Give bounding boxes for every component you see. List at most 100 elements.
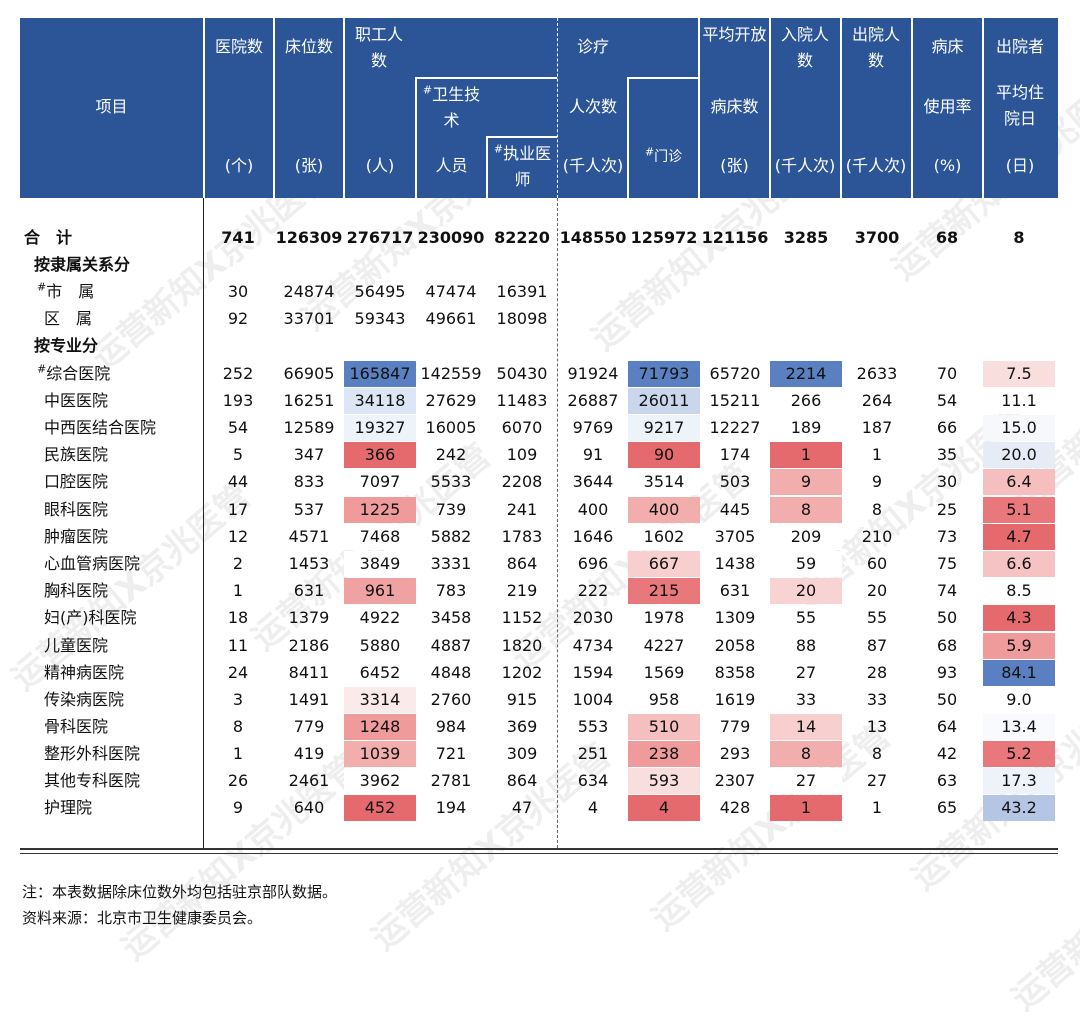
table-cell: 92 — [227, 309, 249, 328]
table-cell: 125972 — [630, 228, 698, 247]
row-label-text: 中西医结合医院 — [44, 418, 157, 437]
table-cell: 20 — [770, 578, 842, 604]
table-cell: 293 — [719, 744, 751, 763]
table-cell: 230090 — [417, 228, 485, 247]
table-cell: 8 — [770, 497, 842, 523]
table-cell: 5.1 — [983, 497, 1055, 523]
table-cell: 189 — [770, 415, 842, 441]
table-cell: 8.5 — [983, 578, 1055, 604]
table-cell: 47 — [511, 798, 533, 817]
header-hline — [415, 77, 557, 79]
watermark-text: 运营新知X京兆医管 — [1004, 796, 1080, 1019]
table-cell: 13 — [866, 717, 888, 736]
table-cell: 13.4 — [983, 714, 1055, 740]
row-label-text: 中医医院 — [44, 391, 109, 410]
table-cell: 88 — [770, 633, 842, 659]
section-label: 按隶属关系分 — [34, 252, 130, 278]
header-item: 项目 — [95, 97, 128, 116]
header-divider — [415, 78, 417, 198]
table-cell: 14 — [770, 714, 842, 740]
table-cell: 266 — [770, 388, 842, 414]
table-cell: 1004 — [572, 690, 614, 709]
table-cell: 9769 — [572, 418, 614, 437]
table-cell: 90 — [628, 442, 700, 468]
table-cell: 49661 — [425, 309, 477, 328]
row-label-text: 心血管病医院 — [44, 554, 141, 573]
table-cell: 71793 — [628, 361, 700, 387]
table-cell: 8 — [871, 744, 883, 763]
header-beds: 床位数 — [284, 37, 333, 56]
row-label-text: 区 属 — [44, 309, 93, 328]
row-label: 胸科医院 — [44, 578, 108, 604]
table-cell: 537 — [293, 500, 325, 519]
row-label: 妇(产)科医院 — [44, 605, 137, 631]
row-label-text: 民族医院 — [44, 445, 109, 464]
table-cell: 68 — [936, 636, 958, 655]
table-cell: 4.3 — [983, 605, 1055, 631]
table-cell: 445 — [719, 500, 751, 519]
table-cell: 8 — [232, 717, 244, 736]
header-divider — [769, 18, 771, 198]
header-divider — [911, 18, 913, 198]
table-cell: 1 — [770, 795, 842, 821]
table-cell: 1225 — [344, 497, 416, 523]
table-cell: 59343 — [354, 309, 406, 328]
table-cell: 961 — [344, 578, 416, 604]
table-cell: 5882 — [430, 527, 472, 546]
table-cell: 87 — [866, 636, 888, 655]
table-cell: 1152 — [501, 608, 543, 627]
row-label-text: 儿童医院 — [44, 636, 109, 655]
table-cell: 3644 — [572, 472, 614, 491]
table-cell: 50 — [936, 608, 958, 627]
header-bed-usage-sub: 使用率 — [923, 97, 972, 116]
table-cell: 27629 — [425, 391, 477, 410]
table-cell: 741 — [221, 228, 255, 247]
footnote-mark: # — [37, 280, 47, 294]
table-cell: 3962 — [344, 768, 416, 794]
table-cell: 667 — [628, 551, 700, 577]
table-cell: 4.7 — [983, 524, 1055, 550]
row-label: 中医医院 — [44, 388, 108, 414]
table-cell: 91 — [582, 445, 604, 464]
table-cell: 241 — [506, 500, 538, 519]
table-cell: 54 — [936, 391, 958, 410]
row-label-text: 眼科医院 — [44, 500, 109, 519]
table-cell: 739 — [435, 500, 467, 519]
header-divider — [840, 18, 842, 198]
table-cell: 3331 — [430, 554, 472, 573]
table-cell: 6452 — [344, 660, 416, 686]
table-cell: 4571 — [288, 527, 330, 546]
table-cell: 165847 — [344, 361, 416, 387]
table-cell: 400 — [628, 497, 700, 523]
table-cell: 4922 — [344, 605, 416, 631]
table-cell: 4848 — [430, 663, 472, 682]
table-cell: 1453 — [288, 554, 330, 573]
table-cell: 11 — [227, 636, 249, 655]
table-cell: 510 — [628, 714, 700, 740]
table-cell: 24 — [227, 663, 249, 682]
table-cell: 2030 — [572, 608, 614, 627]
header-physicians-text: 执业医师 — [503, 144, 552, 189]
header-staff: 职工人数 — [354, 25, 403, 70]
table-cell: 631 — [719, 581, 751, 600]
table-cell: 24874 — [283, 282, 335, 301]
table-cell: 55 — [866, 608, 888, 627]
table-cell: 16005 — [425, 418, 477, 437]
header-open-beds-unit: (张) — [720, 156, 749, 175]
table-cell: 55 — [770, 605, 842, 631]
table-cell: 26011 — [628, 388, 700, 414]
table-cell: 2760 — [430, 690, 472, 709]
table-cell: 26887 — [567, 391, 619, 410]
table-cell: 33 — [866, 690, 888, 709]
row-label: 骨科医院 — [44, 714, 108, 740]
table-cell: 9 — [871, 472, 883, 491]
header-divider — [627, 78, 629, 198]
header-open-beds-sub: 病床数 — [710, 97, 759, 116]
table-cell: 5.9 — [983, 633, 1055, 659]
table-cell: 27 — [770, 768, 842, 794]
table-cell: 5.2 — [983, 741, 1055, 767]
table-cell: 4734 — [572, 636, 614, 655]
table-cell: 3314 — [344, 687, 416, 713]
table-cell: 3700 — [854, 228, 900, 247]
source-text: 资料来源：北京市卫生健康委员会。 — [22, 909, 263, 927]
